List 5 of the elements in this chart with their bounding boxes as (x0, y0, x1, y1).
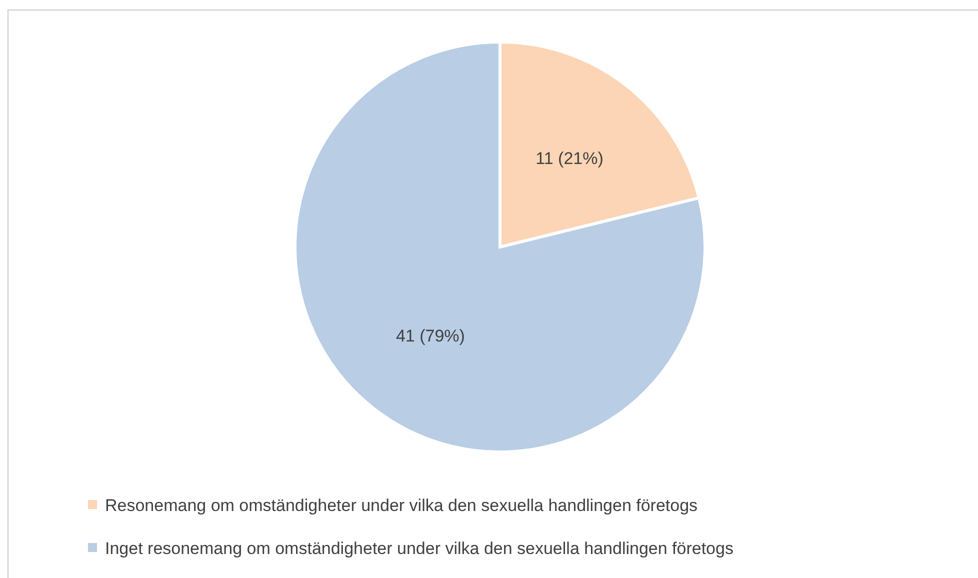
legend-label: Inget resonemang om omständigheter under vilka den sexuella handlingen företogs (105, 538, 734, 558)
pie-slice (294, 40, 706, 454)
data-label: 11 (21%) (536, 149, 604, 168)
legend-label: Resonemang om omständigheter under vilka den sexuella handlingen företogs (105, 496, 698, 515)
data-label: 41 (79%) (396, 326, 465, 346)
